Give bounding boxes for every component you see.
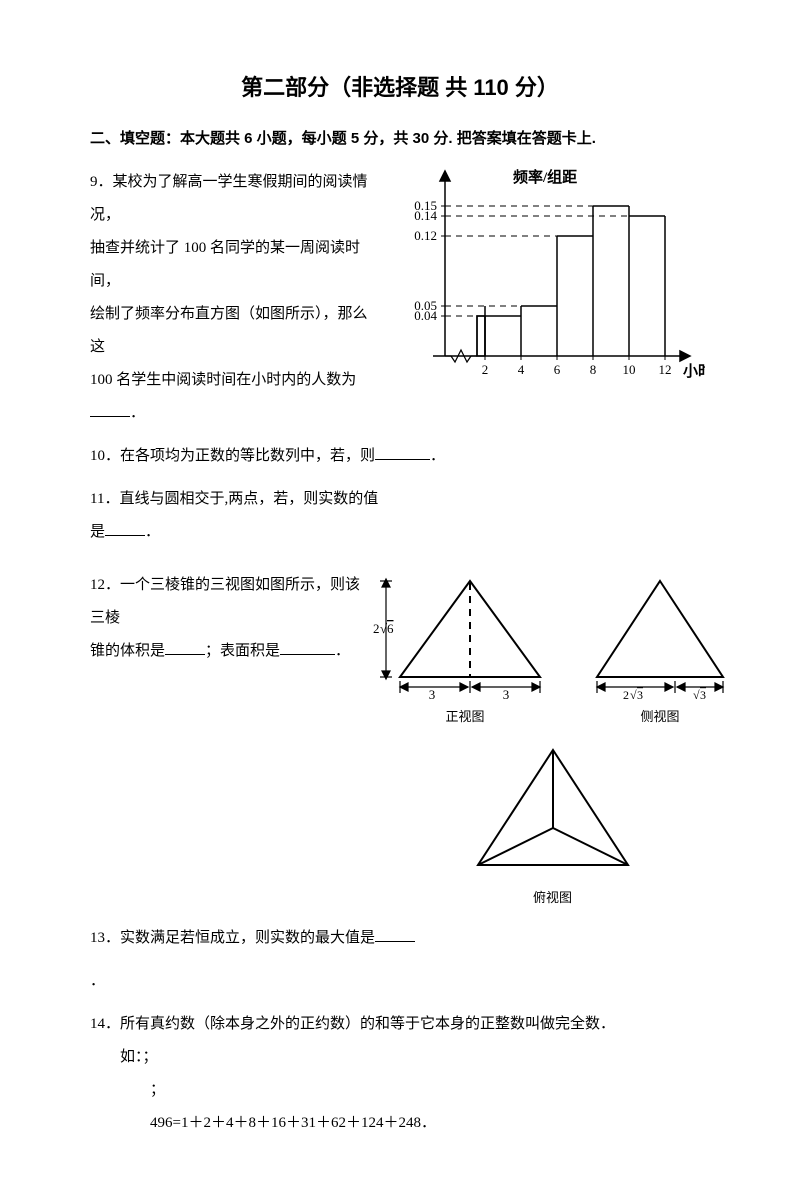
top-view bbox=[468, 740, 638, 880]
side-view-label: 侧视图 bbox=[585, 703, 735, 732]
top-view-label: 俯视图 bbox=[468, 884, 638, 913]
top-view-wrap: 俯视图 bbox=[468, 740, 638, 913]
q9-end: ． bbox=[130, 405, 145, 421]
front-view: 2 √ 6 bbox=[370, 569, 560, 699]
ytick-2: 0.12 bbox=[414, 228, 437, 243]
q12-left2-mid: ；表面积是 bbox=[205, 643, 280, 659]
q10-blank bbox=[375, 444, 430, 460]
svg-text:3: 3 bbox=[700, 688, 706, 699]
side-view: 2 √ 3 √ 3 bbox=[585, 569, 735, 699]
q9-line1: 9．某校为了解高一学生寒假期间的阅读情况， bbox=[90, 166, 370, 232]
q12-blank2 bbox=[280, 639, 335, 655]
svg-text:√: √ bbox=[693, 688, 700, 699]
q14-line4: 496=1＋2＋4＋8＋16＋31＋62＋124＋248． bbox=[90, 1107, 710, 1140]
histogram-ylabel: 频率/组距 bbox=[513, 168, 577, 186]
q9-line2: 抽查并统计了 100 名同学的某一周阅读时间， bbox=[90, 232, 370, 298]
q12-left2-pre: 锥的体积是 bbox=[90, 643, 165, 659]
ytick-1: 0.14 bbox=[414, 208, 437, 223]
xtick-5: 12 bbox=[659, 362, 672, 377]
histogram-xlabel: 小时 bbox=[683, 363, 705, 380]
q11-line1: 11．直线与圆相交于,两点，若，则实数的值 bbox=[90, 483, 710, 516]
section-header: 二、填空题：本大题共 6 小题，每小题 5 分，共 30 分. 把答案填在答题卡… bbox=[90, 127, 710, 148]
question-14: 14．所有真约数（除本身之外的正约数）的和等于它本身的正整数叫做完全数． 如：；… bbox=[90, 1008, 710, 1140]
xtick-4: 10 bbox=[623, 362, 636, 377]
q9-line3: 绘制了频率分布直方图（如图所示），那么这 bbox=[90, 298, 370, 364]
q14-line3: ； bbox=[90, 1074, 710, 1107]
xtick-1: 4 bbox=[518, 362, 525, 377]
q9-line4: 100 名学生中阅读时间在小时内的人数为 bbox=[90, 364, 370, 397]
xtick-3: 8 bbox=[590, 362, 597, 377]
q11-end: ． bbox=[145, 524, 160, 540]
front-view-wrap: 2 √ 6 bbox=[370, 569, 560, 732]
svg-text:6: 6 bbox=[387, 621, 394, 636]
svg-text:3: 3 bbox=[637, 688, 643, 699]
q10-text: 10．在各项均为正数的等比数列中，若，则 bbox=[90, 448, 375, 464]
histogram-chart: 频率/组距 小时 0.15 0.14 0.12 0.0 bbox=[385, 166, 705, 386]
q11-blank bbox=[105, 520, 145, 536]
xtick-2: 6 bbox=[554, 362, 561, 377]
question-10: 10．在各项均为正数的等比数列中，若，则 ． bbox=[90, 440, 710, 473]
q14-line2: 如：； bbox=[90, 1041, 710, 1074]
side-view-wrap: 2 √ 3 √ 3 侧视图 bbox=[585, 569, 735, 732]
ytick-4: 0.04 bbox=[414, 308, 437, 323]
q14-line1: 14．所有真约数（除本身之外的正约数）的和等于它本身的正整数叫做完全数． bbox=[90, 1008, 710, 1041]
q13-blank bbox=[375, 926, 415, 942]
question-12: 12．一个三棱锥的三视图如图所示，则该三棱 锥的体积是 ；表面积是 ． bbox=[90, 569, 710, 912]
q11-line2-pre: 是 bbox=[90, 524, 105, 540]
q13-text: 13．实数满足若恒成立，则实数的最大值是 bbox=[90, 930, 375, 946]
question-9: 9．某校为了解高一学生寒假期间的阅读情况， 抽查并统计了 100 名同学的某一周… bbox=[90, 166, 710, 430]
front-dim-left: 3 bbox=[429, 687, 436, 699]
q9-blank bbox=[90, 401, 130, 417]
question-13: 13．实数满足若恒成立，则实数的最大值是 bbox=[90, 922, 710, 955]
svg-text:2: 2 bbox=[623, 688, 629, 699]
svg-text:√: √ bbox=[630, 688, 637, 699]
xtick-0: 2 bbox=[482, 362, 489, 377]
svg-text:2: 2 bbox=[373, 621, 380, 636]
question-11: 11．直线与圆相交于,两点，若，则实数的值 是 ． bbox=[90, 483, 710, 549]
front-view-label: 正视图 bbox=[370, 703, 560, 732]
q10-end: ． bbox=[430, 448, 445, 464]
q13-period: ． bbox=[90, 965, 710, 998]
front-dim-right: 3 bbox=[503, 687, 510, 699]
q12-blank1 bbox=[165, 639, 205, 655]
q12-end: ． bbox=[335, 643, 350, 659]
page-title: 第二部分（非选择题 共 110 分） bbox=[90, 70, 710, 102]
q12-left1: 12．一个三棱锥的三视图如图所示，则该三棱 bbox=[90, 569, 360, 635]
